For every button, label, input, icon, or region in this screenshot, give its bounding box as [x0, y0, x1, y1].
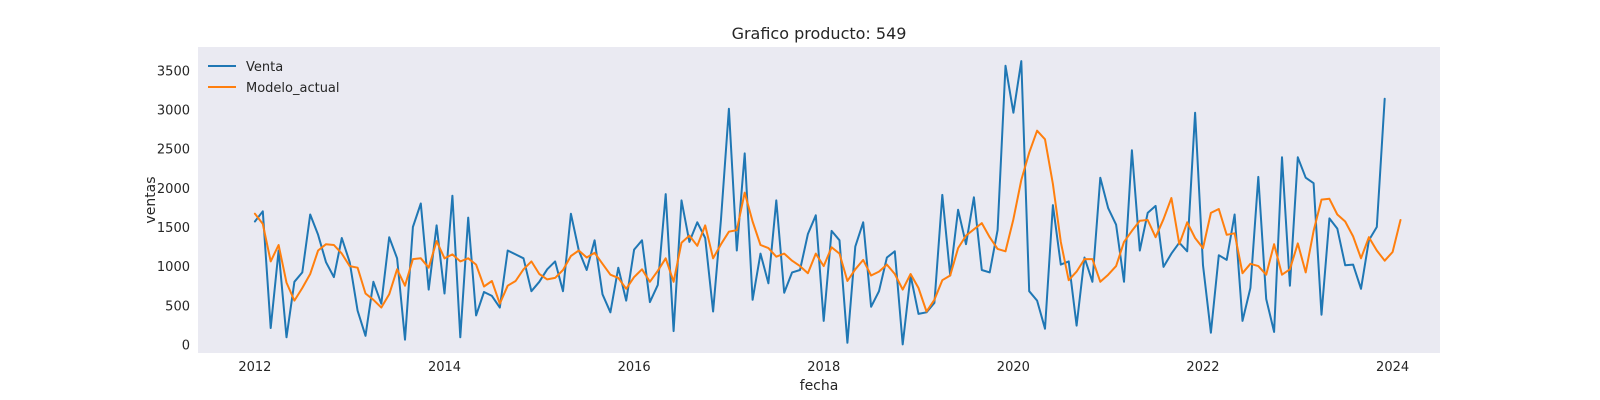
y-tick-label: 3000	[157, 104, 190, 119]
y-tick-label: 2500	[157, 143, 190, 158]
x-tick-label: 2012	[238, 360, 271, 375]
x-axis-label: fecha	[800, 378, 839, 394]
legend: Venta Modelo_actual	[208, 60, 340, 96]
y-tick-label: 0	[182, 338, 190, 353]
x-tick-labels: 2012 2014 2016 2018 2020 2022 2024	[238, 360, 1409, 375]
y-tick-label: 1000	[157, 260, 190, 275]
y-tick-label: 500	[165, 299, 190, 314]
x-tick-label: 2016	[618, 360, 651, 375]
y-axis-label: ventas	[143, 176, 159, 223]
series-lines	[253, 60, 1402, 346]
x-tick-label: 2022	[1186, 360, 1219, 375]
legend-label: Modelo_actual	[246, 81, 340, 96]
legend-label: Venta	[246, 60, 283, 75]
x-tick-label: 2014	[428, 360, 461, 375]
x-tick-label: 2020	[997, 360, 1030, 375]
y-tick-label: 1500	[157, 221, 190, 236]
series-line-venta	[253, 60, 1386, 346]
x-tick-label: 2024	[1376, 360, 1409, 375]
y-tick-labels: 0 500 1000 1500 2000 2500 3000 3500	[157, 64, 190, 353]
x-tick-label: 2018	[807, 360, 840, 375]
y-tick-label: 2000	[157, 182, 190, 197]
chart-title: Grafico producto: 549	[732, 24, 907, 43]
plot-area	[198, 47, 1440, 353]
y-tick-label: 3500	[157, 64, 190, 79]
series-line-modelo-actual	[253, 129, 1402, 313]
